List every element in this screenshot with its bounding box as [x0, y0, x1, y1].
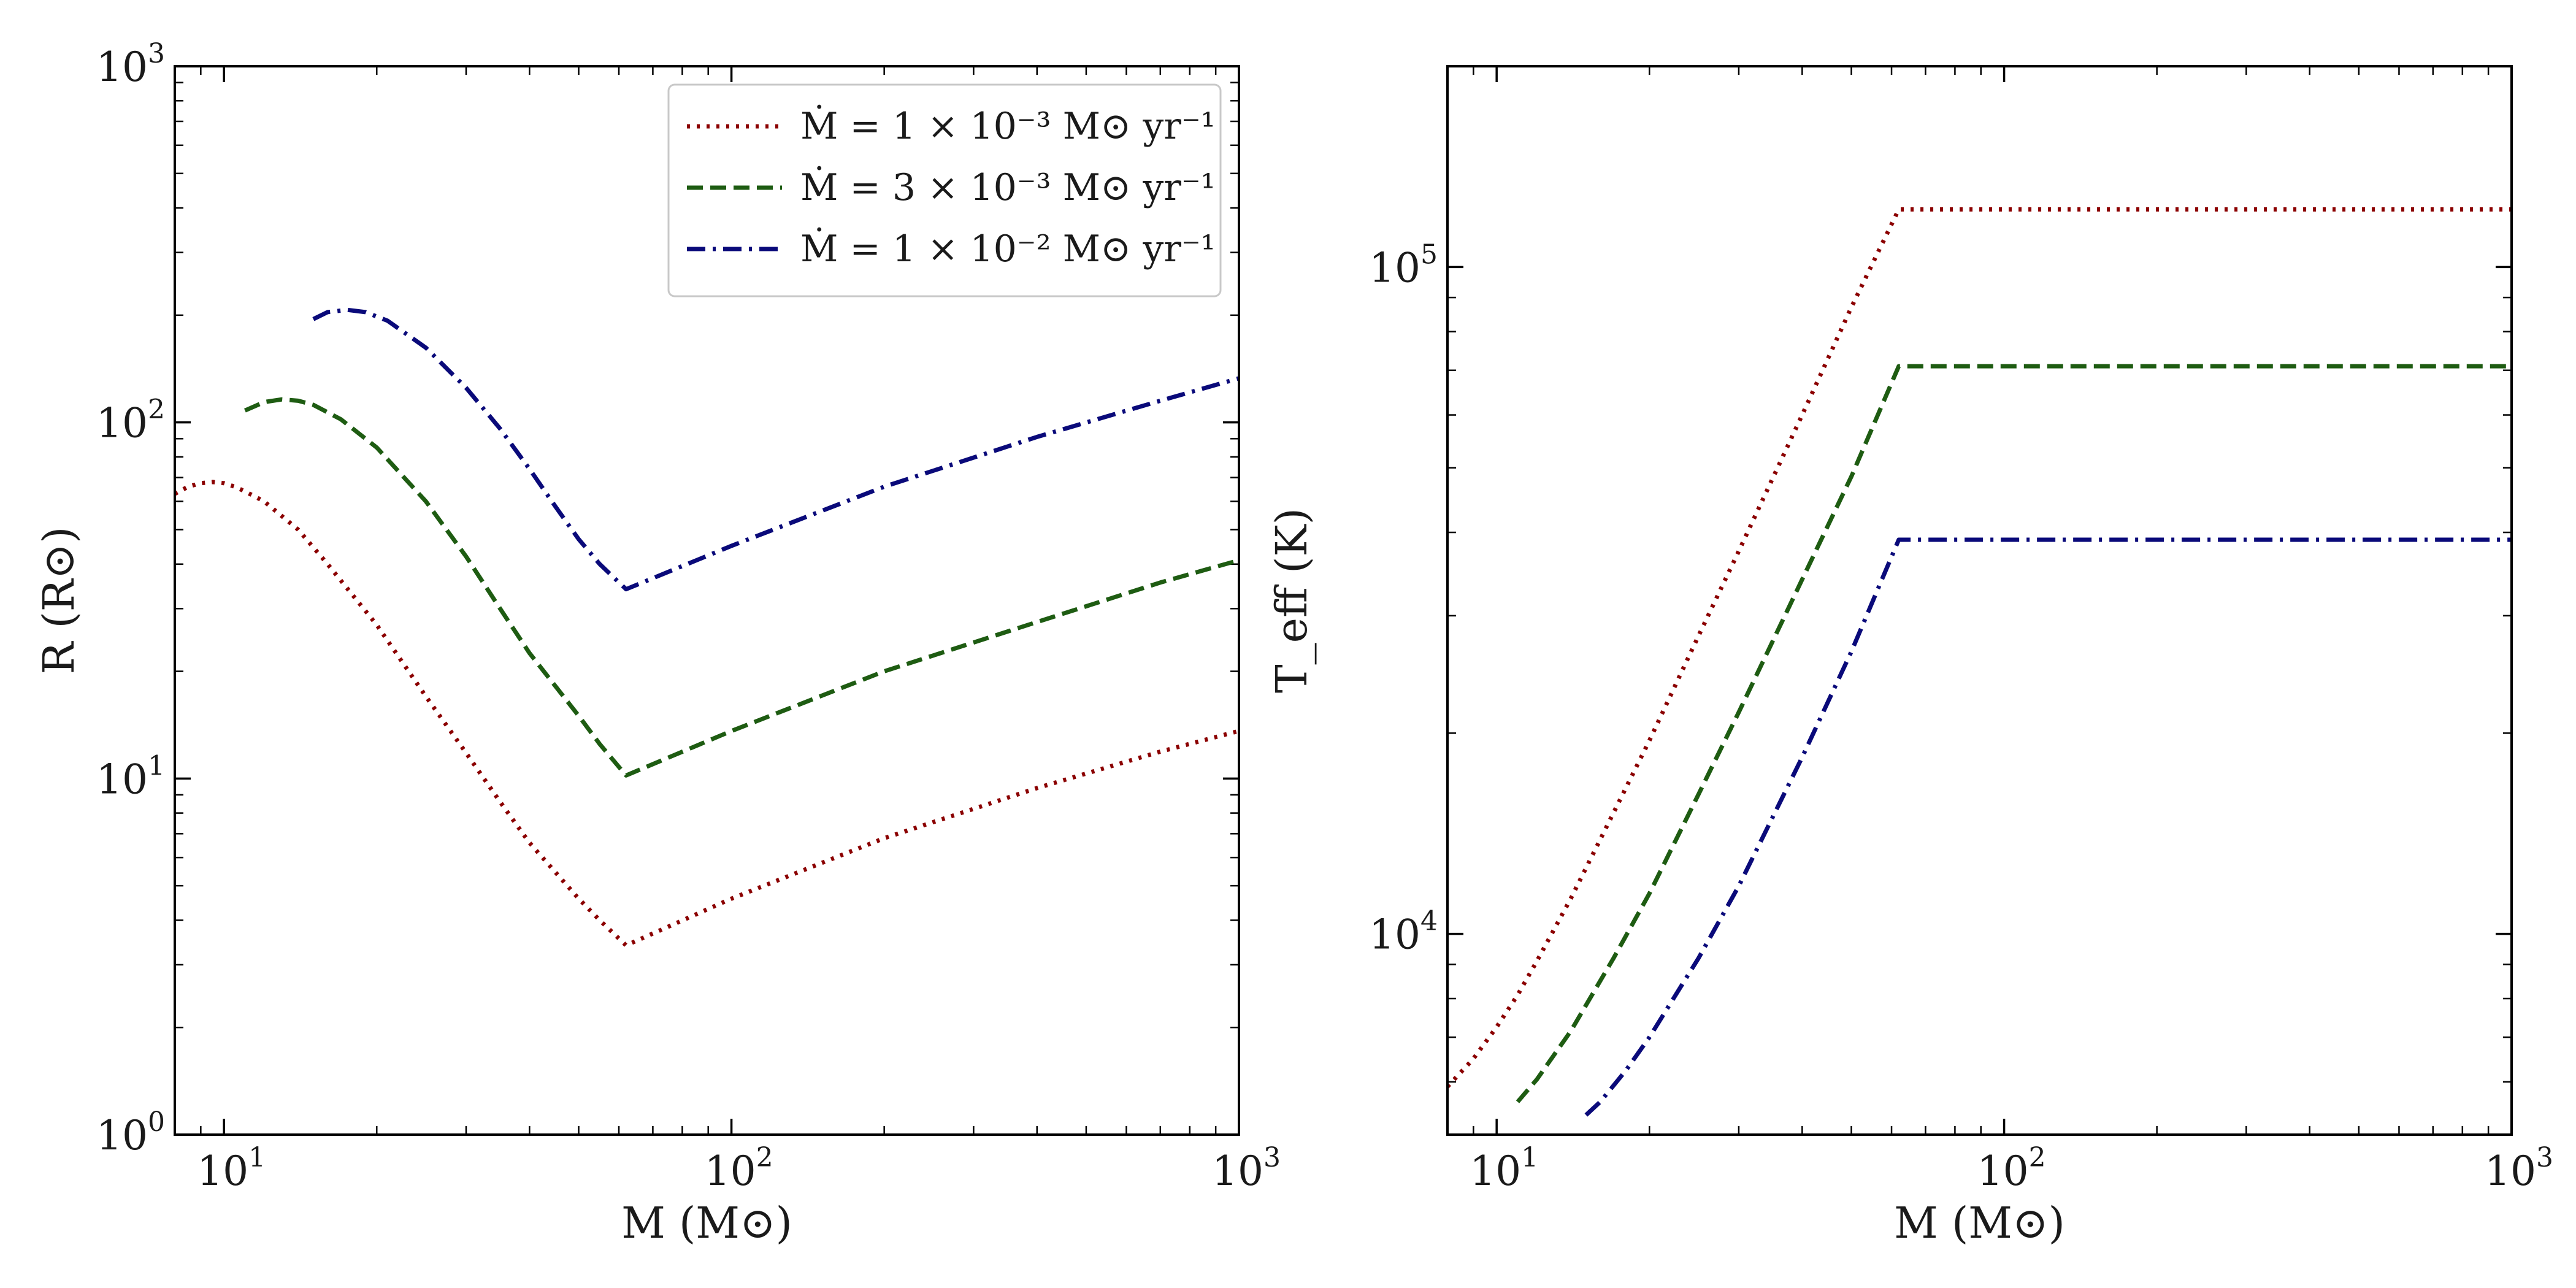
x-tick-label: 102: [1977, 1142, 2046, 1195]
series-line-dashdot: [312, 307, 1239, 592]
plot-frame: [1446, 65, 2513, 1136]
x-tick-label: 103: [1212, 1142, 1281, 1195]
y-tick-label: 100: [96, 1106, 165, 1159]
legend-entry-label: Ṁ = 1 × 10⁻² M⊙ yr⁻¹: [800, 228, 1216, 270]
y-axis-label: T_eff (K): [1267, 508, 1317, 693]
x-axis-label: M (M⊙): [621, 1198, 792, 1248]
x-tick-label: 102: [705, 1142, 773, 1195]
y-tick-label: 102: [96, 394, 165, 447]
x-tick-label: 101: [1470, 1142, 1538, 1195]
x-tick-label: 103: [2485, 1142, 2553, 1195]
legend-entry-label: Ṁ = 3 × 10⁻³ M⊙ yr⁻¹: [800, 166, 1216, 209]
series-line-dotted: [1447, 207, 2512, 1089]
series-line-dotted: [175, 480, 1239, 948]
y-tick-label: 103: [96, 38, 165, 91]
y-tick-label: 105: [1369, 239, 1438, 291]
x-tick-label: 101: [197, 1142, 266, 1195]
left-panel-radius-vs-mass: 101 102 103 100 101 102 103 M (M⊙) R (R⊙) Ṁ = 1 ×…: [34, 38, 1281, 1248]
legend-entry-label: Ṁ = 1 × 10⁻³ M⊙ yr⁻¹: [800, 105, 1216, 148]
y-axis-label: R (R⊙): [34, 527, 84, 675]
series-line-dashed: [1516, 364, 2512, 1103]
right-panel-teff-vs-mass: 101 102 103 104 105 M (M⊙) T_eff (K): [1267, 65, 2553, 1248]
series-line-dashdot: [1584, 537, 2512, 1117]
series-line-dashed: [243, 397, 1239, 778]
legend-box: [667, 83, 1222, 297]
plot-frame: [174, 65, 1240, 1136]
y-tick-label: 101: [96, 750, 165, 803]
x-axis-label: M (M⊙): [1894, 1198, 2065, 1248]
y-tick-label: 104: [1369, 906, 1438, 959]
